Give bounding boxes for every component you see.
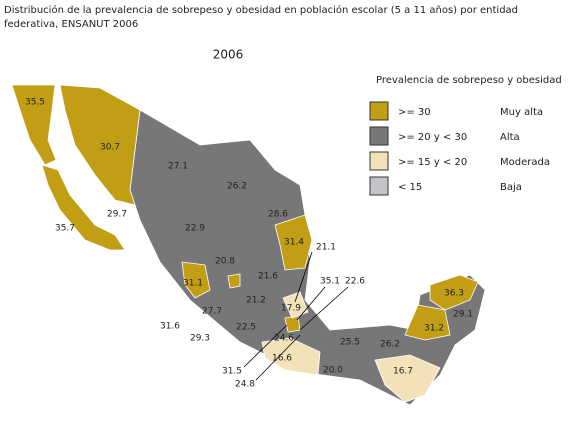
- leader: [294, 251, 313, 303]
- region-value: 22.6: [345, 277, 365, 287]
- region-value: 31.2: [424, 324, 444, 334]
- legend-category: Moderada: [500, 157, 550, 168]
- year: 2006: [213, 48, 244, 62]
- region-value: 21.2: [246, 296, 266, 306]
- legend-swatch: [369, 151, 389, 171]
- region-value: 28.6: [268, 210, 288, 220]
- legend-swatch: [369, 101, 389, 121]
- region-ags: [227, 273, 241, 289]
- legend: Prevalencia de sobrepeso y obesidad >= 3…: [369, 75, 562, 196]
- legend-range: >= 20 y < 30: [398, 132, 467, 143]
- region-value: 29.3: [190, 334, 210, 344]
- title-line2: federativa, ENSANUT 2006: [4, 19, 138, 30]
- region-value: 27.1: [168, 162, 188, 172]
- leader: [243, 324, 288, 368]
- region-value: 31.1: [183, 279, 203, 289]
- region-value: 16.6: [272, 354, 292, 364]
- leader: [255, 334, 301, 381]
- region-value: 17.9: [281, 304, 301, 314]
- legend-range: >= 30: [398, 107, 431, 118]
- region-value: 35.7: [55, 224, 75, 234]
- region-value: 26.2: [227, 182, 247, 192]
- map: 35.5 30.7 27.1 26.2 28.6 29.7 35.7 22.9 31.4 21.1…: [11, 84, 486, 406]
- region-value: 27.7: [202, 307, 222, 317]
- legend-range: >= 15 y < 20: [398, 157, 467, 168]
- region-value: 29.1: [453, 310, 473, 320]
- title: Distribución de la prevalencia de sobrep…: [4, 4, 518, 16]
- region-value: 20.8: [215, 257, 235, 267]
- region-yucatan: [429, 274, 479, 311]
- region-bcs: [41, 164, 126, 251]
- region-campeche: [404, 304, 451, 341]
- region-value: 31.6: [160, 322, 180, 332]
- region-value: 35.5: [25, 98, 45, 108]
- legend-category: Alta: [500, 132, 520, 143]
- region-value: 21.1: [316, 243, 336, 253]
- region-guerrero: [261, 337, 321, 376]
- region-baja-california: [11, 84, 57, 166]
- legend-title: Prevalencia de sobrepeso y obesidad: [376, 75, 562, 86]
- region-center: [284, 315, 301, 333]
- region-value: 24.6: [274, 334, 294, 344]
- region-value: 16.7: [393, 367, 413, 377]
- region-value: 21.6: [258, 272, 278, 282]
- region-value: 35.1: [320, 277, 340, 287]
- region-value: 31.4: [284, 238, 304, 248]
- region-value: 25.5: [340, 338, 360, 348]
- region-value: 24.8: [235, 380, 255, 390]
- leader: [299, 286, 349, 331]
- region-value: 20.0: [323, 366, 343, 376]
- legend-range: < 15: [398, 182, 422, 193]
- region-value: 22.5: [236, 323, 256, 333]
- region-value: 36.3: [444, 289, 464, 299]
- legend-category: Baja: [500, 182, 522, 193]
- region-labels: 35.5 30.7 27.1 26.2 28.6 29.7 35.7 22.9 31.4 21.1…: [25, 98, 473, 390]
- region-value: 29.7: [107, 210, 127, 220]
- leader: [296, 286, 326, 321]
- region-value: 30.7: [100, 143, 120, 153]
- region-tamaulipas: [274, 214, 313, 271]
- legend-swatch: [369, 176, 389, 196]
- region-value: 22.9: [185, 224, 205, 234]
- legend-category: Muy alta: [500, 107, 543, 118]
- region-value: 31.5: [222, 367, 242, 377]
- region-oaxaca: [374, 354, 441, 403]
- region-hidalgo: [282, 291, 309, 319]
- region-nayarit: [181, 261, 211, 299]
- region-sonora: [59, 84, 141, 206]
- legend-swatch: [369, 126, 389, 146]
- region-value: 26.2: [380, 340, 400, 350]
